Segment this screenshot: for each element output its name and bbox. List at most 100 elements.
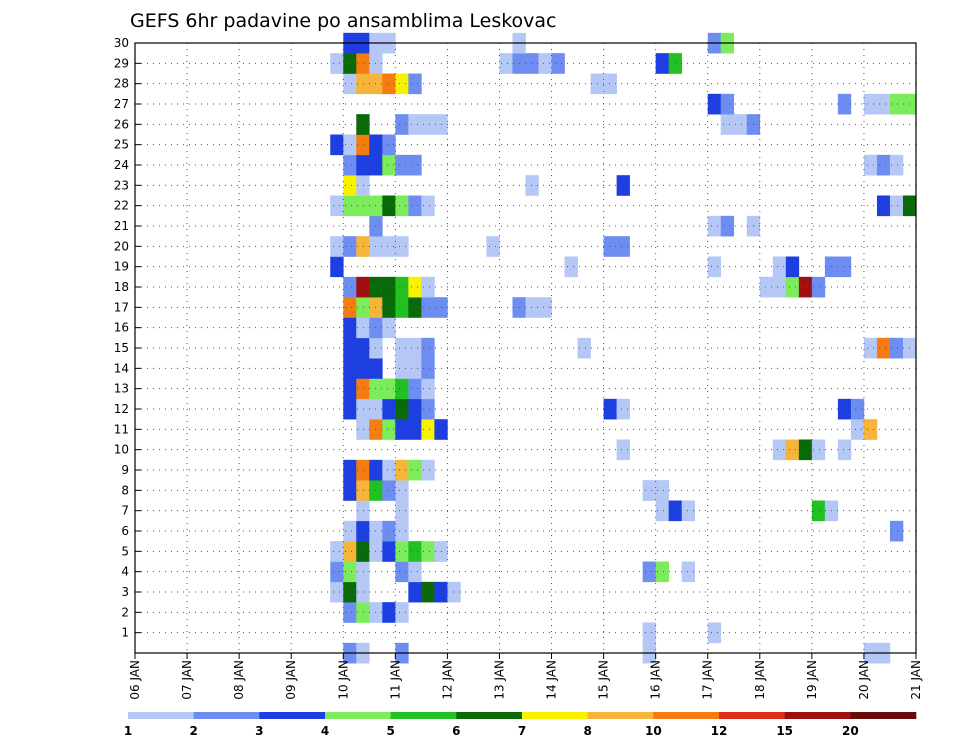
colorbar-tick-label: 4 (321, 724, 329, 738)
precip-cell (408, 358, 422, 379)
precip-cell (616, 236, 630, 257)
x-tick-label: 07 JAN (180, 660, 194, 700)
precip-cell (603, 236, 617, 257)
x-tick-label: 21 JAN (909, 660, 923, 700)
precip-cell (356, 358, 370, 379)
colorbar-segment (719, 712, 785, 719)
colorbar-segment (587, 712, 654, 719)
precip-cell (343, 317, 357, 339)
precip-cell (395, 195, 409, 217)
precip-cell (421, 459, 435, 481)
precip-cell (343, 398, 357, 420)
y-tick-label: 21 (114, 219, 129, 233)
y-tick-label: 1 (121, 626, 129, 640)
precip-cell (408, 561, 422, 583)
precip-cell (421, 337, 435, 359)
precip-cell (707, 215, 722, 237)
precip-cell (720, 215, 735, 237)
x-tick-label: 08 JAN (232, 660, 246, 700)
precip-cell (330, 256, 344, 278)
colorbar-segment (850, 712, 917, 719)
y-tick-label: 6 (121, 524, 129, 538)
y-tick-label: 5 (121, 544, 129, 558)
precip-cell (395, 73, 409, 95)
precip-cell (408, 195, 422, 217)
x-tick-label: 20 JAN (857, 660, 871, 700)
precip-cell (408, 459, 422, 481)
precip-cell (356, 195, 370, 217)
y-tick-label: 28 (114, 77, 129, 91)
precip-cell (408, 154, 422, 176)
precip-cell (356, 297, 370, 318)
colorbar-tick-label: 5 (386, 724, 394, 738)
colorbar-tick-label: 1 (124, 724, 132, 738)
x-tick-label: 16 JAN (649, 660, 663, 700)
precip-cell (343, 358, 357, 379)
precip-cell (525, 53, 539, 74)
y-tick-label: 18 (114, 280, 129, 294)
y-axis-ensemble-members: 1234567891011121314151617181920212223242… (114, 36, 141, 640)
precip-cell (616, 175, 630, 196)
precip-cell (343, 73, 357, 95)
precip-cell (863, 419, 878, 440)
precip-cell (772, 276, 787, 298)
precip-cell (408, 398, 422, 420)
precip-cell (408, 114, 422, 135)
precip-cell (356, 317, 370, 339)
x-tick-label: 19 JAN (805, 660, 819, 700)
precip-cell (447, 581, 461, 603)
precip-cell (681, 500, 696, 522)
precip-cell (408, 581, 422, 603)
precip-cell (343, 561, 357, 583)
colorbar-tick-label: 10 (645, 724, 662, 738)
precip-cell (421, 419, 435, 440)
precip-cell (356, 459, 370, 481)
precip-cell (356, 175, 370, 196)
precip-cell (343, 541, 357, 562)
precip-cell (330, 581, 344, 603)
precip-cell (356, 480, 370, 501)
precip-cell (616, 398, 630, 420)
precip-cell (395, 297, 409, 318)
precip-cell (356, 134, 370, 156)
colorbar-tick-label: 20 (842, 724, 859, 738)
y-tick-label: 4 (121, 565, 129, 579)
precip-cell (408, 337, 422, 359)
precip-cell (343, 236, 357, 257)
precip-cell (395, 276, 409, 298)
precip-cell (785, 256, 800, 278)
chart-title: GEFS 6hr padavine po ansamblima Leskovac (130, 10, 557, 32)
colorbar-segment (325, 712, 391, 719)
precip-cell (421, 378, 435, 400)
colorbar-segment (522, 712, 588, 719)
y-tick-label: 8 (121, 483, 129, 497)
precip-cell (564, 256, 578, 278)
precip-cell (343, 480, 357, 501)
precip-cell (330, 134, 344, 156)
precip-cell (421, 581, 435, 603)
precip-cell (356, 541, 370, 562)
x-tick-label: 12 JAN (440, 660, 454, 700)
x-axis-dates: 06 JAN 07 JAN 08 JAN 09 JAN 10 JAN 11 JAN 12 J… (128, 653, 923, 700)
precip-cell (343, 581, 357, 603)
colorbar-segment (390, 712, 457, 719)
precip-cell (382, 541, 396, 562)
precip-cell (889, 93, 904, 115)
precip-cell (330, 561, 344, 583)
precip-cell (382, 134, 396, 156)
y-tick-label: 29 (114, 56, 129, 70)
y-tick-label: 26 (114, 117, 129, 131)
colorbar-segment (128, 712, 194, 719)
precip-cell (395, 602, 409, 623)
precip-cell (356, 378, 370, 400)
precip-cell (382, 297, 396, 318)
y-tick-label: 2 (121, 605, 129, 619)
precip-cell (421, 276, 435, 298)
precip-cell (356, 398, 370, 420)
precip-cell (655, 480, 669, 501)
precip-cell (356, 520, 370, 542)
precip-cell (707, 622, 722, 644)
x-tick-label: 13 JAN (492, 660, 506, 700)
precip-cell (382, 317, 396, 339)
